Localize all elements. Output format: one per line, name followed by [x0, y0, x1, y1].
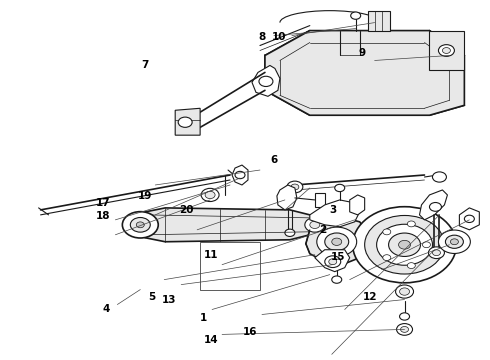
- Text: 2: 2: [319, 225, 327, 235]
- Circle shape: [235, 171, 245, 179]
- Polygon shape: [429, 31, 465, 71]
- Text: 9: 9: [359, 48, 366, 58]
- Circle shape: [122, 212, 158, 238]
- Text: 1: 1: [200, 313, 207, 323]
- Circle shape: [178, 117, 192, 127]
- Text: 14: 14: [203, 334, 218, 345]
- Text: 15: 15: [331, 252, 345, 262]
- Circle shape: [335, 184, 345, 192]
- Circle shape: [400, 327, 409, 332]
- Circle shape: [383, 255, 391, 261]
- Circle shape: [399, 288, 410, 295]
- Circle shape: [310, 221, 320, 229]
- Circle shape: [136, 222, 144, 228]
- Polygon shape: [232, 165, 248, 185]
- Circle shape: [325, 256, 341, 267]
- Circle shape: [389, 233, 420, 256]
- Text: 11: 11: [203, 250, 218, 260]
- Polygon shape: [130, 208, 315, 242]
- Circle shape: [422, 242, 431, 248]
- Circle shape: [259, 76, 273, 86]
- Circle shape: [396, 324, 413, 335]
- Circle shape: [353, 207, 456, 283]
- Text: 10: 10: [272, 32, 287, 41]
- Circle shape: [399, 313, 410, 320]
- Polygon shape: [460, 208, 479, 230]
- Polygon shape: [419, 190, 447, 220]
- Circle shape: [285, 229, 295, 237]
- Circle shape: [407, 263, 416, 269]
- Circle shape: [332, 238, 342, 246]
- Circle shape: [287, 181, 303, 193]
- Circle shape: [317, 227, 357, 256]
- Circle shape: [428, 247, 444, 258]
- Circle shape: [450, 239, 458, 245]
- Polygon shape: [350, 195, 365, 215]
- Circle shape: [130, 217, 150, 232]
- Circle shape: [305, 217, 325, 232]
- Circle shape: [433, 250, 441, 256]
- Polygon shape: [368, 11, 390, 31]
- Circle shape: [332, 276, 342, 283]
- Circle shape: [442, 48, 450, 53]
- Circle shape: [205, 191, 215, 199]
- Polygon shape: [310, 200, 360, 227]
- Circle shape: [407, 221, 416, 227]
- Circle shape: [365, 216, 444, 274]
- Text: 20: 20: [179, 206, 194, 216]
- Polygon shape: [306, 218, 368, 264]
- Polygon shape: [252, 66, 280, 96]
- Text: 3: 3: [329, 206, 337, 216]
- Text: 19: 19: [138, 191, 152, 201]
- Circle shape: [439, 230, 470, 253]
- Text: 8: 8: [259, 32, 266, 41]
- Text: 16: 16: [243, 327, 257, 337]
- Circle shape: [445, 235, 464, 248]
- Circle shape: [351, 12, 361, 19]
- Circle shape: [325, 233, 349, 251]
- Circle shape: [433, 172, 446, 182]
- Text: 13: 13: [162, 295, 176, 305]
- Polygon shape: [315, 193, 325, 207]
- Text: 12: 12: [362, 292, 377, 302]
- Text: 5: 5: [148, 292, 156, 302]
- Polygon shape: [277, 185, 297, 210]
- Polygon shape: [265, 31, 465, 115]
- Circle shape: [439, 45, 454, 57]
- Circle shape: [377, 224, 433, 265]
- Circle shape: [201, 188, 219, 202]
- Text: 4: 4: [102, 304, 109, 314]
- Polygon shape: [315, 250, 350, 272]
- Text: 18: 18: [96, 211, 111, 221]
- Circle shape: [383, 229, 391, 235]
- Circle shape: [429, 203, 441, 211]
- Text: 7: 7: [141, 60, 148, 70]
- Circle shape: [329, 259, 337, 265]
- Polygon shape: [175, 108, 200, 135]
- Circle shape: [465, 215, 474, 222]
- Circle shape: [398, 240, 411, 249]
- Text: 6: 6: [270, 155, 278, 165]
- Circle shape: [291, 184, 299, 190]
- Text: 17: 17: [96, 198, 111, 208]
- Circle shape: [395, 285, 414, 298]
